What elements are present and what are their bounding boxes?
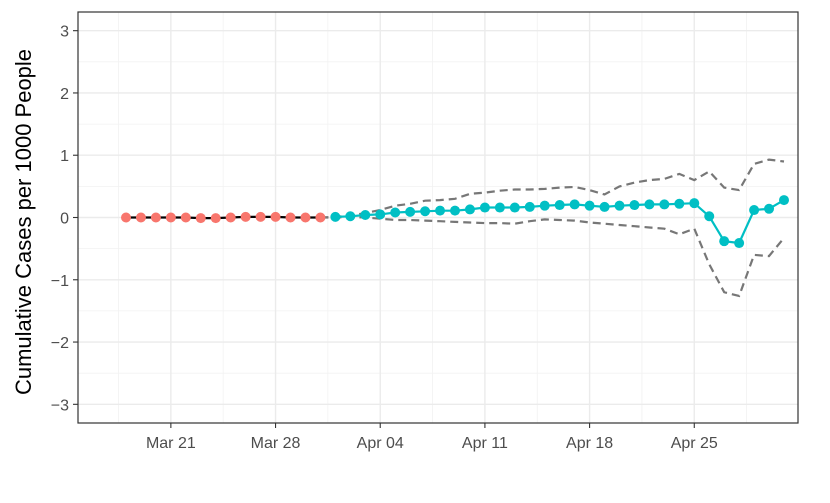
post-period-point [584,200,595,211]
confidence-bounds [320,158,785,298]
post-period-point [494,202,505,213]
y-tick-label: 0 [60,211,69,228]
post-period-point [779,195,789,206]
post-period-point [659,199,670,210]
pre-period-point [195,213,206,224]
post-period-point [345,211,356,222]
y-tick-label: 1 [60,148,69,165]
pre-period-point [255,211,266,222]
post-period-point [569,199,580,210]
x-tick-label: Mar 21 [146,435,196,452]
pre-period-point [225,212,236,223]
x-tick-label: Mar 28 [251,435,301,452]
post-period-point [435,205,446,216]
post-period-point [749,205,760,216]
pre-period-point [121,212,131,223]
post-period-point [375,209,386,220]
post-period-point [524,201,535,212]
pre-period-point [315,212,326,223]
post-period-point [450,205,460,216]
axis-ticks: 3 2 1 0 −1 −2 −3 Mar 21 Mar 28 Apr 04 Apr 11 Apr 18… [51,24,718,452]
pre-period-point [150,212,161,223]
post-period-point [704,211,715,222]
post-period-point [360,210,371,221]
post-period-point [629,200,640,211]
post-period-point [330,211,341,222]
pre-period-point [210,213,221,224]
x-tick-label: Apr 18 [566,435,613,452]
x-tick-label: Apr 11 [462,435,508,452]
post-period-point [599,201,610,212]
post-period-point [674,198,685,209]
post-period-point [479,202,490,213]
pre-period-point [180,212,191,223]
y-tick-label: −2 [51,335,69,352]
post-period-point [719,236,730,247]
pre-period-point [270,211,281,222]
upper-bound-line [320,158,785,219]
y-tick-label: −1 [51,273,69,290]
post-period-point [734,238,745,249]
post-period-point [689,198,700,209]
post-period-point [405,206,416,217]
post-period-point [764,203,775,214]
y-axis-title: Cumulative Cases per 1000 People [11,49,36,395]
post-period-point [509,202,520,213]
x-tick-label: Apr 04 [357,435,404,452]
lower-bound-line [320,215,785,298]
post-period-point [614,200,625,211]
pre-period-point [300,212,311,223]
x-tick-label: Apr 25 [671,435,718,452]
post-period-point [464,204,475,215]
post-period-point [554,200,565,211]
series-points [121,195,789,249]
post-period-point [644,199,655,210]
pre-period-point [165,212,176,223]
post-period-point [539,200,550,211]
pre-period-point [135,212,146,223]
y-tick-label: 3 [60,24,69,41]
y-tick-label: 2 [60,86,69,103]
pre-period-point [240,211,251,222]
y-tick-label: −3 [51,397,69,414]
pre-period-point [285,212,296,223]
post-period-point [390,207,401,218]
post-period-point [420,206,431,217]
